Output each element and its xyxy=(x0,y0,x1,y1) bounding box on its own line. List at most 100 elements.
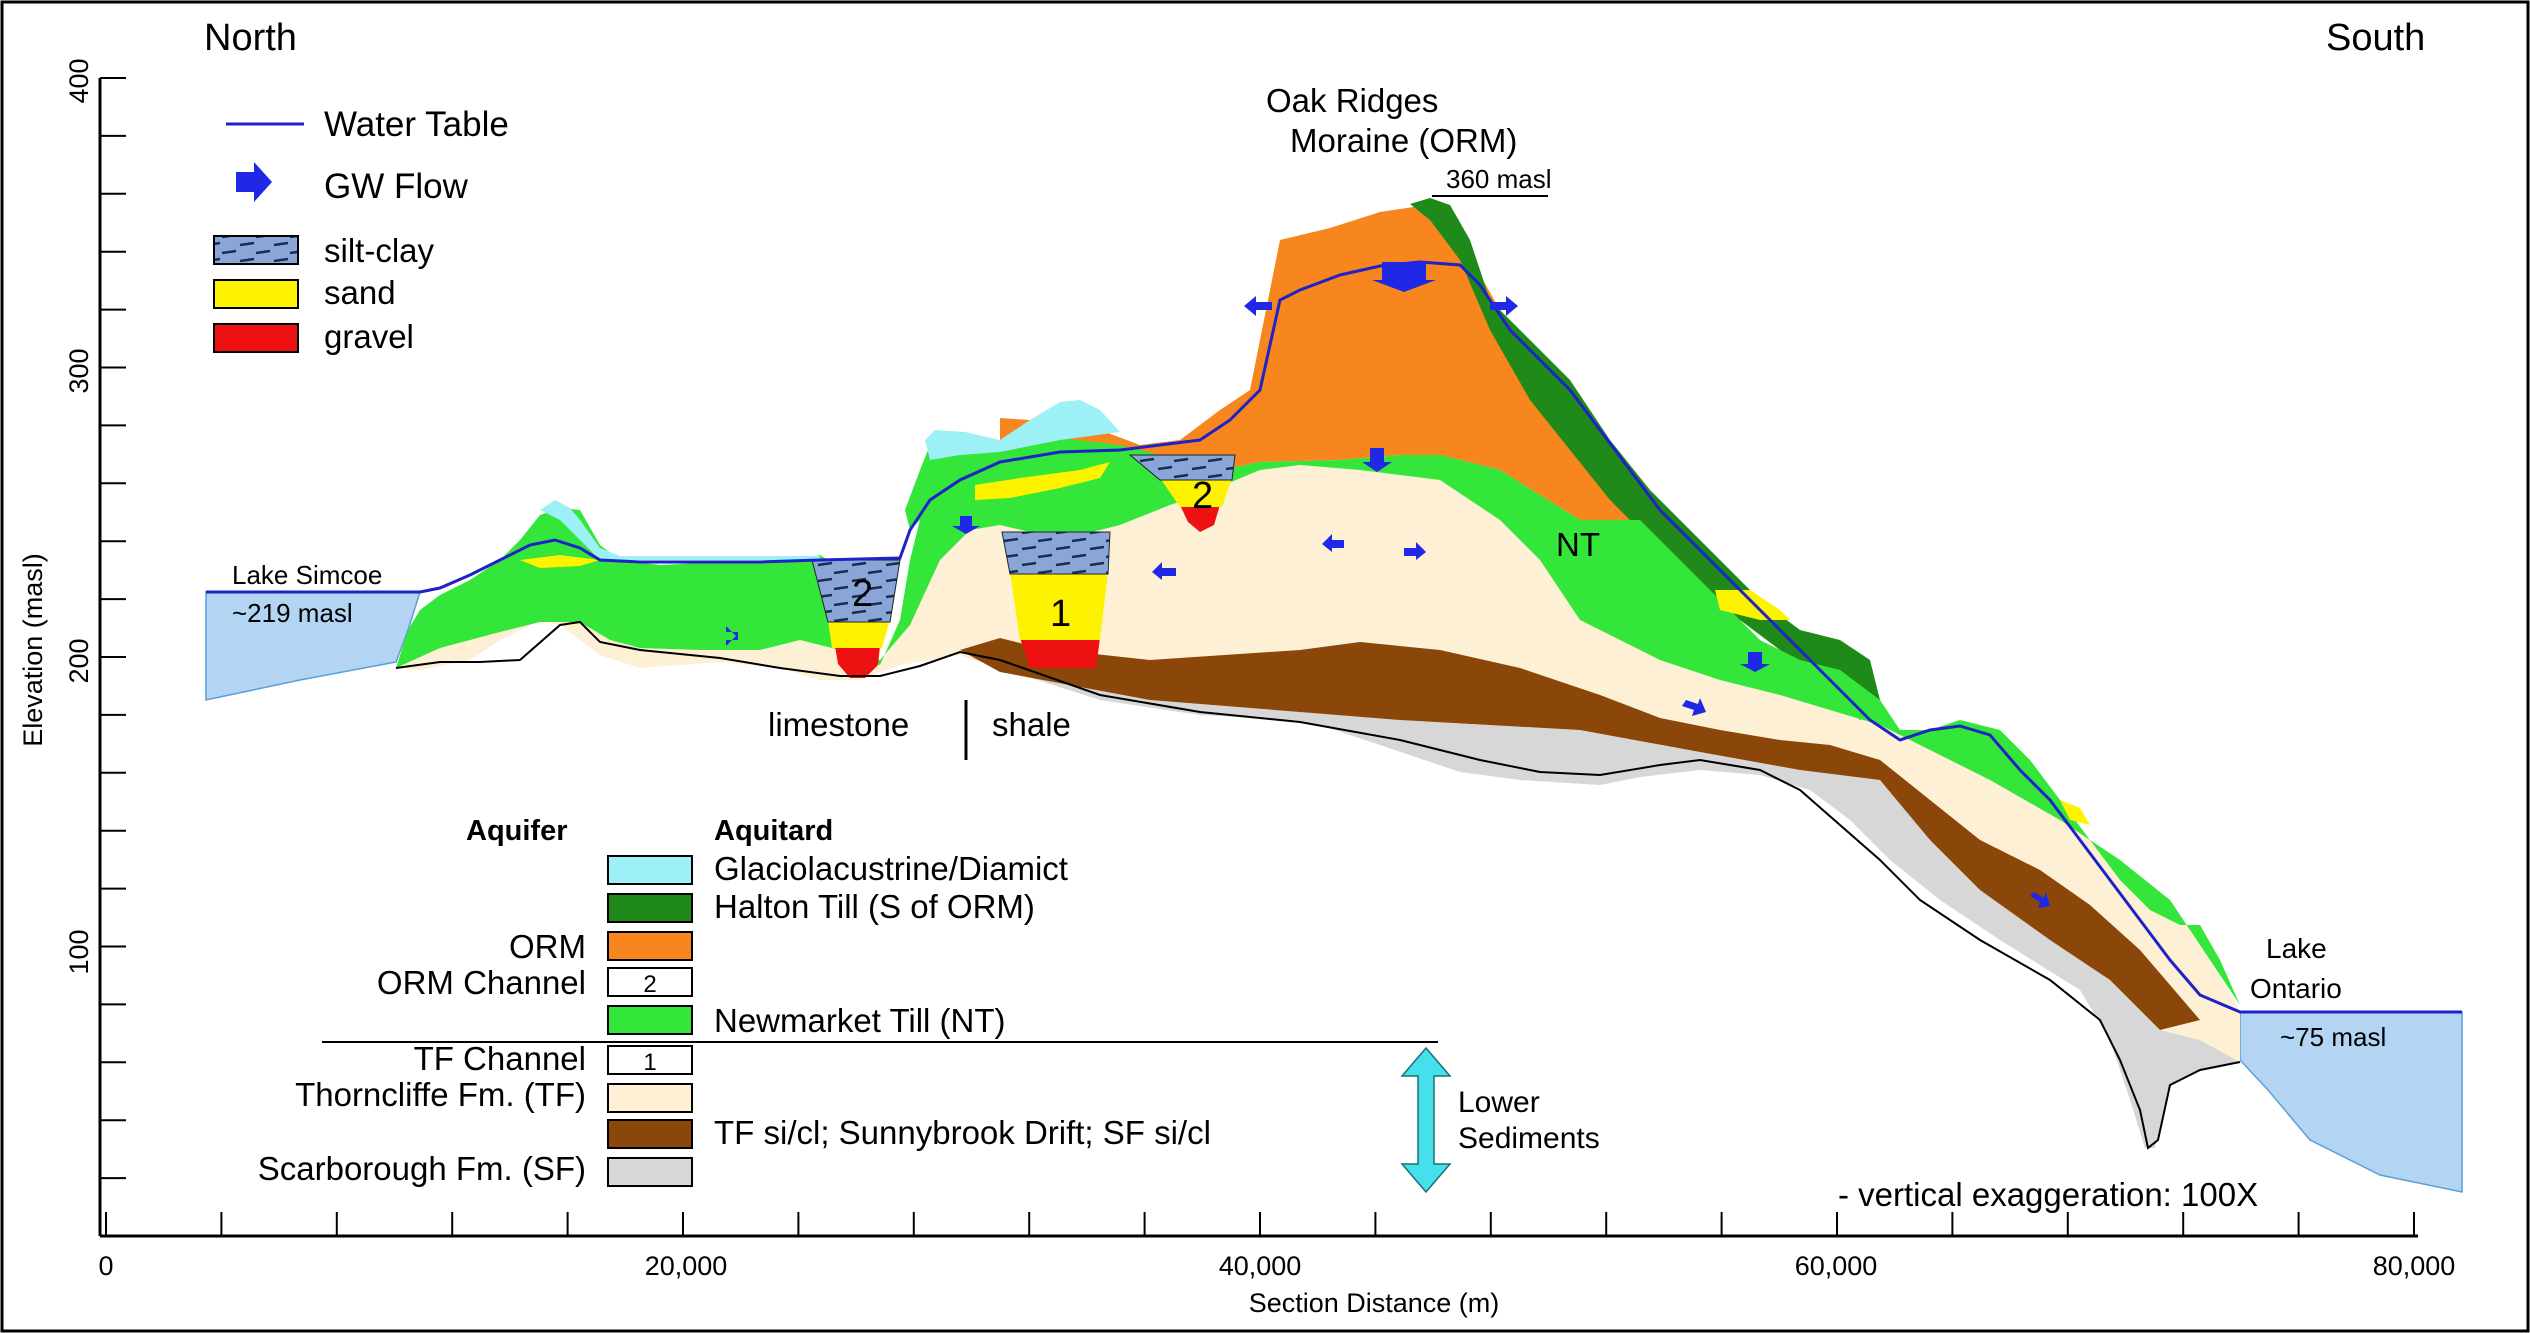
orm-channel-left-sand xyxy=(828,620,890,648)
orm-title-line1: Oak Ridges xyxy=(1266,82,1438,119)
water-table-legend-label: Water Table xyxy=(324,105,509,144)
orm-channel-right-number: 2 xyxy=(1192,475,1213,517)
sand-lens-upper xyxy=(975,462,1110,500)
flow-arrow xyxy=(2030,892,2050,908)
glaciolacustrine-label: Glaciolacustrine/Diamict xyxy=(714,850,1068,887)
lake-simcoe-elevation: ~219 masl xyxy=(232,598,353,628)
lake-ontario-water xyxy=(2239,1011,2463,1193)
gw-flow-arrows xyxy=(726,262,2050,908)
north-label: North xyxy=(204,17,297,59)
tf-channel-gravel xyxy=(1020,638,1100,668)
glaciolacustrine-cap-1 xyxy=(925,400,1120,460)
orm-legend-label: ORM xyxy=(509,928,586,965)
orm-channel-left-number: 2 xyxy=(852,573,873,615)
flow-arrow xyxy=(1152,562,1176,580)
silt-clay-legend-label: silt-clay xyxy=(324,232,435,269)
orm-channel-right-sand xyxy=(1160,478,1232,507)
orm-channel-swatch xyxy=(607,967,693,997)
flow-arrow xyxy=(1322,534,1344,552)
newmarket-swatch xyxy=(607,1005,693,1035)
flow-arrow xyxy=(726,626,738,646)
south-label: South xyxy=(2326,17,2425,59)
halton-swatch xyxy=(607,893,693,923)
lake-simcoe-name: Lake Simcoe xyxy=(232,560,382,590)
vertical-exaggeration-note: - vertical exaggeration: 100X xyxy=(1838,1176,2258,1213)
sand-lens-south xyxy=(1715,590,1790,620)
halton-till-unit xyxy=(1410,198,1880,720)
y-tick-label: 400 xyxy=(64,58,94,103)
y-tick-label: 200 xyxy=(64,638,94,683)
tf-channel-silt xyxy=(1001,531,1111,575)
orm-title-line2: Moraine (ORM) xyxy=(1290,122,1517,159)
gw-flow-swatch-icon xyxy=(236,162,272,202)
scarborough-legend-label: Scarborough Fm. (SF) xyxy=(258,1150,586,1187)
tf-sicl-swatch xyxy=(607,1119,693,1149)
limestone-label: limestone xyxy=(768,706,909,743)
nt-label: NT xyxy=(1556,526,1600,563)
tf-channel-swatch-number: 1 xyxy=(643,1049,656,1076)
annotations: Oak Ridges Moraine (ORM) 360 masl Lake S… xyxy=(232,82,2386,1213)
sand-legend-label: sand xyxy=(324,274,396,311)
lake-ontario-name-1: Lake xyxy=(2266,933,2327,964)
glaciolacustrine-swatch xyxy=(607,855,693,885)
flow-arrow xyxy=(1244,296,1272,316)
tf-channel-legend-label: TF Channel xyxy=(414,1040,586,1077)
lower-sediments-label-2: Sediments xyxy=(1458,1122,1600,1155)
tf-sicl-unit xyxy=(960,638,2200,1030)
tf-channel-swatch xyxy=(607,1045,693,1075)
y-tick-label: 300 xyxy=(64,348,94,393)
thorncliffe-swatch xyxy=(607,1083,693,1113)
axes: 100 200 300 400 0 20,000 40,000 60,000 8… xyxy=(18,58,2455,1318)
x-tick-label: 20,000 xyxy=(645,1251,728,1281)
flow-arrow xyxy=(1362,448,1392,472)
aquifer-header: Aquifer xyxy=(466,815,568,847)
top-legend: Water Table GW Flow silt-clay sand grave… xyxy=(213,105,509,355)
flow-arrow xyxy=(1404,542,1426,560)
gw-flow-legend-label: GW Flow xyxy=(324,167,469,206)
aquitard-header: Aquitard xyxy=(714,815,833,847)
x-tick-label: 40,000 xyxy=(1219,1251,1302,1281)
gravel-legend-label: gravel xyxy=(324,318,414,355)
flow-arrow xyxy=(1490,296,1518,316)
halton-label: Halton Till (S of ORM) xyxy=(714,888,1035,925)
silt-clay-swatch xyxy=(213,235,299,265)
geology xyxy=(205,198,2463,1193)
scarborough-unit xyxy=(960,655,2240,1148)
lower-sediments-label-1: Lower xyxy=(1458,1086,1540,1119)
thorncliffe-legend-label: Thorncliffe Fm. (TF) xyxy=(295,1076,586,1113)
orm-swatch xyxy=(607,931,693,961)
orm-channel-legend-label: ORM Channel xyxy=(377,964,586,1001)
x-tick-label: 0 xyxy=(98,1251,113,1281)
lake-ontario-name-2: Ontario xyxy=(2250,973,2342,1004)
sand-swatch xyxy=(213,279,299,309)
unit-legend: Aquifer Aquitard Glaciolacustrine/Diamic… xyxy=(258,815,1438,1187)
y-tick-label: 100 xyxy=(64,929,94,974)
tf-channel-sand xyxy=(1010,572,1108,640)
x-axis-label: Section Distance (m) xyxy=(1249,1288,1500,1318)
x-ticks xyxy=(105,1212,2415,1236)
y-ticks xyxy=(100,77,126,1237)
x-tick-label: 80,000 xyxy=(2373,1251,2456,1281)
lower-sediments-arrow-icon xyxy=(1400,1046,1452,1194)
newmarket-label: Newmarket Till (NT) xyxy=(714,1002,1006,1039)
flow-arrow xyxy=(1682,698,1706,716)
gravel-swatch xyxy=(213,323,299,353)
tf-channel-number: 1 xyxy=(1050,593,1071,635)
scarborough-swatch xyxy=(607,1157,693,1187)
x-tick-label: 60,000 xyxy=(1795,1251,1878,1281)
lake-ontario-elevation: ~75 masl xyxy=(2280,1022,2386,1052)
orm-channel-swatch-number: 2 xyxy=(643,971,656,998)
orm-channel-right-gravel xyxy=(1180,505,1220,532)
tf-sicl-label: TF si/cl; Sunnybrook Drift; SF si/cl xyxy=(714,1114,1211,1151)
orm-elevation-label: 360 masl xyxy=(1446,164,1552,194)
orm-channel-right-silt xyxy=(1128,454,1236,481)
flow-arrow xyxy=(1372,262,1436,292)
sand-lens-south-2 xyxy=(2060,800,2090,825)
orm-channel-left xyxy=(835,646,880,678)
shale-label: shale xyxy=(992,706,1071,743)
sand-lens-left xyxy=(520,555,600,568)
flow-arrow xyxy=(952,516,980,534)
y-axis-label: Elevation (masl) xyxy=(18,553,48,747)
